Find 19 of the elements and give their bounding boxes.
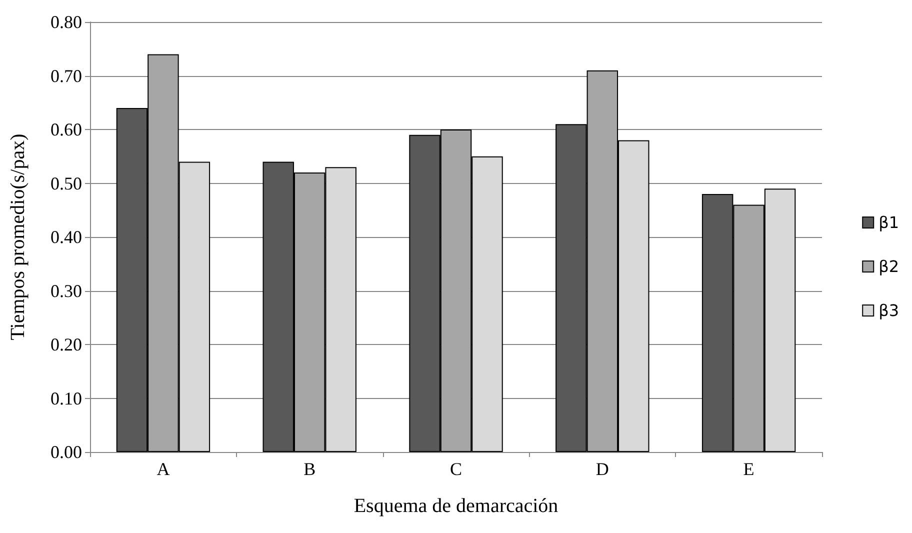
y-tick-label: 0.70 [50,66,82,86]
legend-label: β2 [878,257,899,276]
legend-label: β3 [878,301,899,320]
y-tick-label: 0.00 [50,442,82,462]
y-tick-label: 0.40 [50,227,82,247]
x-tick-label: B [304,459,316,479]
y-tick-label: 0.60 [50,120,82,140]
y-tick-label: 0.80 [50,12,82,32]
x-axis-title: Esquema de demarcación [354,495,558,517]
y-tick-label: 0.20 [50,334,82,354]
x-tick-label: A [156,459,170,479]
y-tick-label: 0.50 [50,173,82,194]
y-axis-title: Tiempos promedio(s/pax) [7,134,29,340]
legend-label: β1 [878,213,899,232]
y-tick-label: 0.30 [50,280,82,301]
x-tick-label: C [450,459,462,479]
x-tick-label: E [743,459,754,479]
y-tick-label: 0.10 [50,388,82,408]
x-tick-label: D [596,459,609,479]
